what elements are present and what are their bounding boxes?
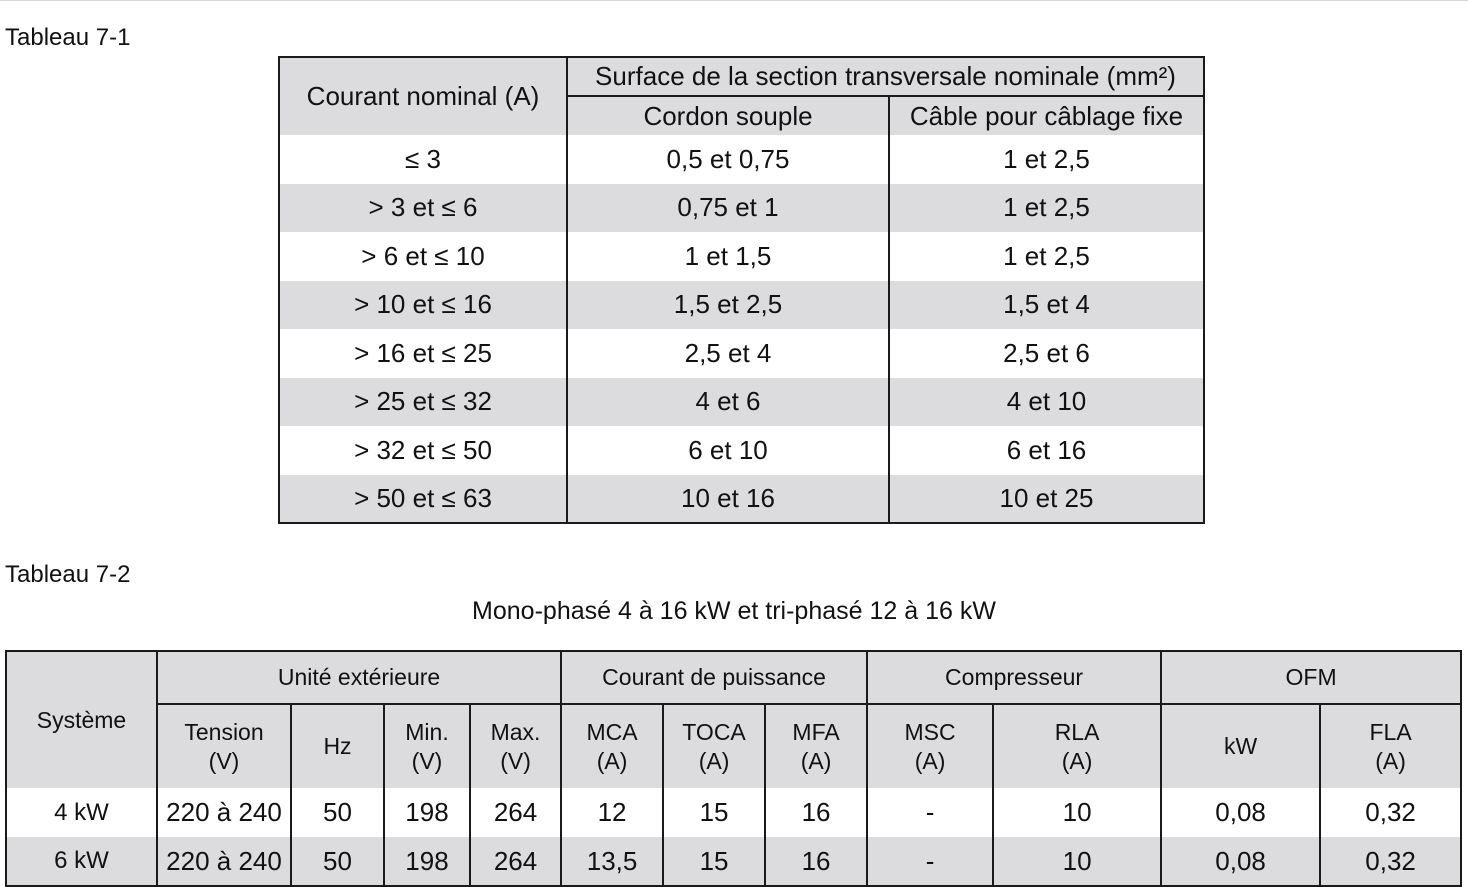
cell-courant: > 3 et ≤ 6 (278, 183, 568, 232)
cell-cordon: 1 et 1,5 (566, 232, 890, 281)
header-fla: FLA (A) (1319, 704, 1463, 788)
header-cable-fixe: Câble pour câblage fixe (888, 96, 1205, 135)
cell-mfa: 16 (764, 788, 869, 837)
table-row: > 50 et ≤ 63 10 et 16 10 et 25 (278, 474, 1205, 523)
cell-max: 264 (468, 788, 563, 837)
cell-cordon: 6 et 10 (566, 426, 890, 475)
header-courant-puissance: Courant de puissance (560, 651, 869, 705)
cell-systeme: 4 kW (5, 788, 158, 837)
header-unite-exterieure: Unité extérieure (155, 651, 563, 705)
header-systeme: Système (5, 651, 158, 788)
cell-courant: > 10 et ≤ 16 (278, 280, 568, 329)
header-min: Min. (V) (383, 704, 471, 788)
cell-courant: > 50 et ≤ 63 (278, 474, 568, 523)
cell-toca: 15 (662, 788, 767, 837)
cell-tension: 220 à 240 (156, 837, 292, 886)
table-row: 4 kW 220 à 240 50 198 264 12 15 16 - 10 … (5, 788, 1463, 837)
table-7-2: Système Unité extérieure Courant de puis… (5, 650, 1463, 887)
table1-caption: Tableau 7-1 (5, 24, 131, 51)
header-courant-nominal: Courant nominal (A) (278, 57, 568, 135)
cell-rla: 10 (992, 788, 1163, 837)
cell-kw: 0,08 (1160, 788, 1322, 837)
cell-systeme: 6 kW (5, 837, 158, 886)
cell-cable: 1 et 2,5 (888, 183, 1205, 232)
cell-courant: > 6 et ≤ 10 (278, 232, 568, 281)
cell-kw: 0,08 (1160, 837, 1322, 886)
cell-rla: 10 (992, 837, 1163, 886)
cell-hz: 50 (290, 788, 385, 837)
header-ofm: OFM (1160, 651, 1463, 705)
header-surface-section: Surface de la section transversale nomin… (566, 57, 1205, 97)
table-row: ≤ 3 0,5 et 0,75 1 et 2,5 (278, 135, 1205, 184)
table-row: 6 kW 220 à 240 50 198 264 13,5 15 16 - 1… (5, 837, 1463, 886)
cell-courant: > 32 et ≤ 50 (278, 426, 568, 475)
header-toca: TOCA (A) (662, 704, 767, 788)
cell-cable: 4 et 10 (888, 377, 1205, 426)
cell-max: 264 (468, 837, 563, 886)
cell-min: 198 (383, 837, 471, 886)
cell-mca: 12 (560, 788, 665, 837)
cell-cable: 6 et 16 (888, 426, 1205, 475)
cell-courant: > 16 et ≤ 25 (278, 329, 568, 378)
header-compresseur: Compresseur (866, 651, 1163, 705)
cell-cable: 1 et 2,5 (888, 232, 1205, 281)
cell-cordon: 10 et 16 (566, 474, 890, 523)
table-row: > 16 et ≤ 25 2,5 et 4 2,5 et 6 (278, 329, 1205, 378)
header-mfa: MFA (A) (764, 704, 869, 788)
header-cordon-souple: Cordon souple (566, 96, 890, 135)
header-rla: RLA (A) (992, 704, 1163, 788)
table-7-1: Courant nominal (A) Surface de la sectio… (278, 56, 1205, 524)
header-kw: kW (1160, 704, 1322, 788)
cell-cordon: 4 et 6 (566, 377, 890, 426)
header-msc: MSC (A) (866, 704, 995, 788)
header-tension: Tension (V) (156, 704, 292, 788)
cell-courant: ≤ 3 (278, 135, 568, 184)
cell-cordon: 0,5 et 0,75 (566, 135, 890, 184)
header-max: Max. (V) (468, 704, 563, 788)
table-row: > 3 et ≤ 6 0,75 et 1 1 et 2,5 (278, 183, 1205, 232)
cell-cable: 1,5 et 4 (888, 280, 1205, 329)
cell-tension: 220 à 240 (156, 788, 292, 837)
cell-cordon: 0,75 et 1 (566, 183, 890, 232)
header-mca: MCA (A) (560, 704, 665, 788)
cell-mca: 13,5 (560, 837, 665, 886)
table-row: > 10 et ≤ 16 1,5 et 2,5 1,5 et 4 (278, 280, 1205, 329)
cell-msc: - (866, 837, 995, 886)
cell-mfa: 16 (764, 837, 869, 886)
cell-toca: 15 (662, 837, 767, 886)
table2-subtitle: Mono-phasé 4 à 16 kW et tri-phasé 12 à 1… (472, 597, 996, 625)
table-row: > 32 et ≤ 50 6 et 10 6 et 16 (278, 426, 1205, 475)
cell-cordon: 1,5 et 2,5 (566, 280, 890, 329)
cell-fla: 0,32 (1319, 788, 1463, 837)
cell-cordon: 2,5 et 4 (566, 329, 890, 378)
cell-fla: 0,32 (1319, 837, 1463, 886)
cell-cable: 1 et 2,5 (888, 135, 1205, 184)
header-hz: Hz (290, 704, 385, 788)
cell-courant: > 25 et ≤ 32 (278, 377, 568, 426)
table-row: > 25 et ≤ 32 4 et 6 4 et 10 (278, 377, 1205, 426)
cell-min: 198 (383, 788, 471, 837)
table2-caption: Tableau 7-2 (5, 561, 131, 588)
cell-cable: 10 et 25 (888, 474, 1205, 523)
cell-cable: 2,5 et 6 (888, 329, 1205, 378)
cell-msc: - (866, 788, 995, 837)
top-divider (0, 0, 1468, 1)
table-row: > 6 et ≤ 10 1 et 1,5 1 et 2,5 (278, 232, 1205, 281)
cell-hz: 50 (290, 837, 385, 886)
